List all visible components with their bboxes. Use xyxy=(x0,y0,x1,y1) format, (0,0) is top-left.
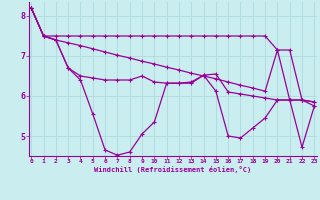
X-axis label: Windchill (Refroidissement éolien,°C): Windchill (Refroidissement éolien,°C) xyxy=(94,166,252,173)
